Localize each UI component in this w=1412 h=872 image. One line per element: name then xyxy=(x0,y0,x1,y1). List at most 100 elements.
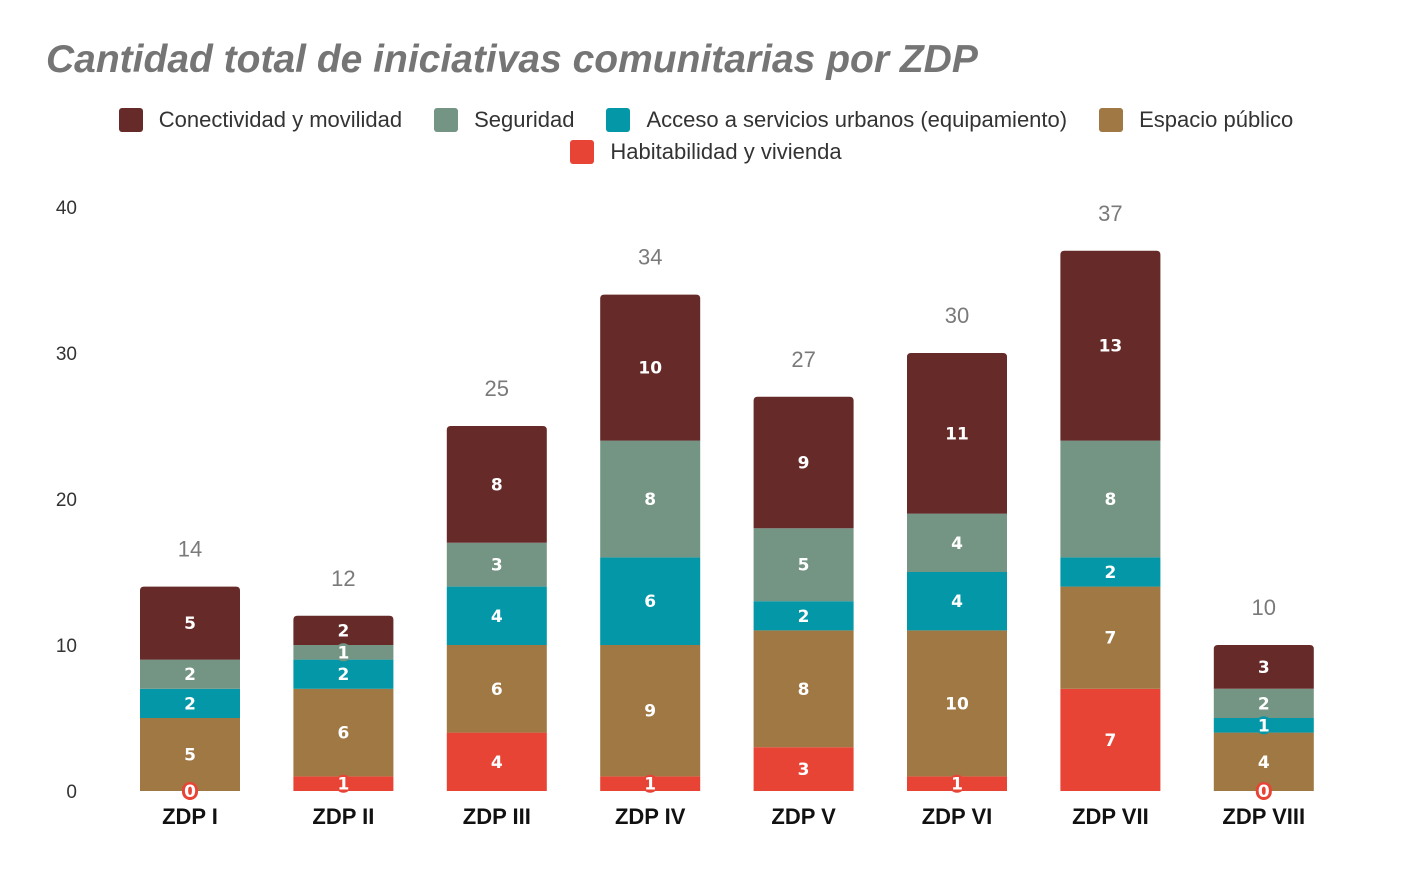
bar-segment-conectividad-y-movilidad[interactable] xyxy=(140,586,240,660)
bar-segment-acceso-a-servicios-urbanos-equipamiento[interactable] xyxy=(140,688,240,718)
x-tick-label: ZDP I xyxy=(162,804,218,829)
y-tick-label: 0 xyxy=(66,782,77,803)
bar-segment-conectividad-y-movilidad[interactable] xyxy=(1060,250,1161,441)
bar-segment-espacio-publico[interactable] xyxy=(753,630,854,748)
bar-group-zdp-vii: 7 7 2 8 13 xyxy=(1060,250,1161,791)
bar-group-zdp-v: 3 8 2 5 9 xyxy=(753,396,854,791)
data-label: 8 xyxy=(1104,490,1116,510)
data-label: 8 xyxy=(491,475,503,495)
legend-item-espacio-publico[interactable]: Espacio público xyxy=(1099,107,1294,132)
data-label-badge xyxy=(182,782,198,800)
data-label-badge xyxy=(1255,716,1272,735)
bar-segment-acceso-a-servicios-urbanos-equipamiento[interactable] xyxy=(446,586,547,645)
data-label: 9 xyxy=(798,454,810,474)
legend-row: Conectividad y movilidad Seguridad Acceso … xyxy=(0,107,1412,132)
bar-segment-habitabilidad-y-vivienda[interactable] xyxy=(1060,688,1161,791)
bar-segment-acceso-a-servicios-urbanos-equipamiento[interactable] xyxy=(600,557,701,645)
bar-segment-seguridad[interactable] xyxy=(446,542,547,587)
total-label: 34 xyxy=(638,245,662,270)
legend-item-acceso-a-servicios-urbanos-equipamiento[interactable]: Acceso a servicios urbanos (equipamiento… xyxy=(606,107,1068,132)
data-label: 5 xyxy=(184,614,196,634)
bar-segment-espacio-publico[interactable] xyxy=(140,718,240,791)
y-tick-label: 40 xyxy=(56,198,77,219)
bar-segment-espacio-publico[interactable] xyxy=(1060,586,1161,689)
data-label: 8 xyxy=(798,680,810,700)
legend-item-seguridad[interactable]: Seguridad xyxy=(434,107,574,132)
data-label-badge xyxy=(335,774,352,793)
data-label: 9 xyxy=(644,702,656,722)
bar-group-zdp-vi: 1 10 4 4 11 xyxy=(907,353,1007,795)
bar-segment-habitabilidad-y-vivienda[interactable] xyxy=(446,732,547,791)
data-label: 2 xyxy=(184,665,196,685)
data-label: 10 xyxy=(945,694,969,714)
bar-segment-conectividad-y-movilidad[interactable] xyxy=(293,615,394,645)
data-label: 6 xyxy=(337,724,349,744)
bar-segment-seguridad[interactable] xyxy=(600,440,701,558)
data-label: 4 xyxy=(491,607,503,627)
legend-item-habitabilidad-y-vivienda[interactable]: Habitabilidad y vivienda xyxy=(570,139,842,164)
legend-swatch-acceso-a-servicios-urbanos-equipamiento xyxy=(606,108,631,132)
data-label-badge xyxy=(1255,782,1272,800)
legend-swatch-seguridad xyxy=(434,108,459,132)
bar-segment-espacio-publico[interactable] xyxy=(907,630,1007,777)
legend-label: Espacio público xyxy=(1139,107,1294,132)
bar-segment-espacio-publico[interactable] xyxy=(1213,732,1314,791)
bar-group-zdp-iii: 4 6 4 3 8 xyxy=(446,426,547,791)
x-tick-label: ZDP VII xyxy=(1072,804,1149,829)
data-label: 2 xyxy=(798,607,810,627)
bar-segment-espacio-publico[interactable] xyxy=(600,645,701,777)
data-label: 3 xyxy=(491,556,503,576)
bar-segment-habitabilidad-y-vivienda[interactable] xyxy=(753,747,854,791)
bar-segment-conectividad-y-movilidad[interactable] xyxy=(446,426,547,543)
y-axis: 0 10 20 30 40 xyxy=(56,198,77,803)
x-tick-label: ZDP VI xyxy=(922,804,993,829)
data-label: 2 xyxy=(184,694,196,714)
bar-segment-conectividad-y-movilidad[interactable] xyxy=(907,353,1007,514)
data-label: 5 xyxy=(798,556,810,576)
bar-segment-espacio-publico[interactable] xyxy=(446,645,547,733)
data-label: 2 xyxy=(337,665,349,685)
data-label: 7 xyxy=(1104,629,1116,649)
bar-segment-seguridad[interactable] xyxy=(907,513,1007,572)
data-label: 2 xyxy=(337,621,349,641)
bar-segment-acceso-a-servicios-urbanos-equipamiento[interactable] xyxy=(293,659,394,689)
x-tick-label: ZDP III xyxy=(463,804,531,829)
data-label: 2 xyxy=(1104,563,1116,583)
total-label: 27 xyxy=(791,347,815,372)
bar-segment-seguridad[interactable] xyxy=(1060,440,1161,558)
total-label: 37 xyxy=(1098,201,1122,226)
data-label: 7 xyxy=(1104,731,1116,751)
bar-segment-conectividad-y-movilidad[interactable] xyxy=(600,294,701,441)
bar-group-zdp-i: 0 5 2 2 5 xyxy=(140,586,240,802)
bar-segment-conectividad-y-movilidad[interactable] xyxy=(1213,645,1314,689)
bar-segment-acceso-a-servicios-urbanos-equipamiento[interactable] xyxy=(1060,557,1161,587)
data-label: 10 xyxy=(638,359,662,379)
data-label: 4 xyxy=(1258,753,1270,773)
legend-label: Acceso a servicios urbanos (equipamiento… xyxy=(646,107,1068,132)
data-label: 0 xyxy=(1258,782,1270,802)
data-label-badge xyxy=(335,643,352,662)
bar-segment-acceso-a-servicios-urbanos-equipamiento[interactable] xyxy=(753,601,854,631)
x-tick-label: ZDP VIII xyxy=(1222,804,1305,829)
legend-label: Habitabilidad y vivienda xyxy=(610,139,842,164)
data-label: 4 xyxy=(951,592,963,612)
data-label: 2 xyxy=(1258,694,1270,714)
legend-swatch-conectividad-y-movilidad xyxy=(118,108,143,132)
data-label: 3 xyxy=(798,760,810,780)
bar-segment-seguridad[interactable] xyxy=(753,528,854,602)
legend-item-conectividad-y-movilidad[interactable]: Conectividad y movilidad xyxy=(118,107,402,132)
bar-segment-espacio-publico[interactable] xyxy=(293,688,394,777)
bar-segment-seguridad[interactable] xyxy=(140,659,240,689)
bar-segment-acceso-a-servicios-urbanos-equipamiento[interactable] xyxy=(907,572,1007,631)
bar-segment-conectividad-y-movilidad[interactable] xyxy=(753,396,854,529)
data-label: 4 xyxy=(491,753,503,773)
data-label: 5 xyxy=(184,746,196,766)
x-tick-label: ZDP V xyxy=(771,804,836,829)
x-tick-label: ZDP II xyxy=(312,804,374,829)
legend-row: Habitabilidad y vivienda xyxy=(0,139,1412,164)
data-label: 1 xyxy=(1258,716,1270,736)
data-label: 6 xyxy=(491,680,503,700)
x-axis: ZDP I ZDP II ZDP III ZDP IV ZDP V ZDP VI ZDP V… xyxy=(162,804,1305,829)
bar-segment-seguridad[interactable] xyxy=(1213,688,1314,718)
